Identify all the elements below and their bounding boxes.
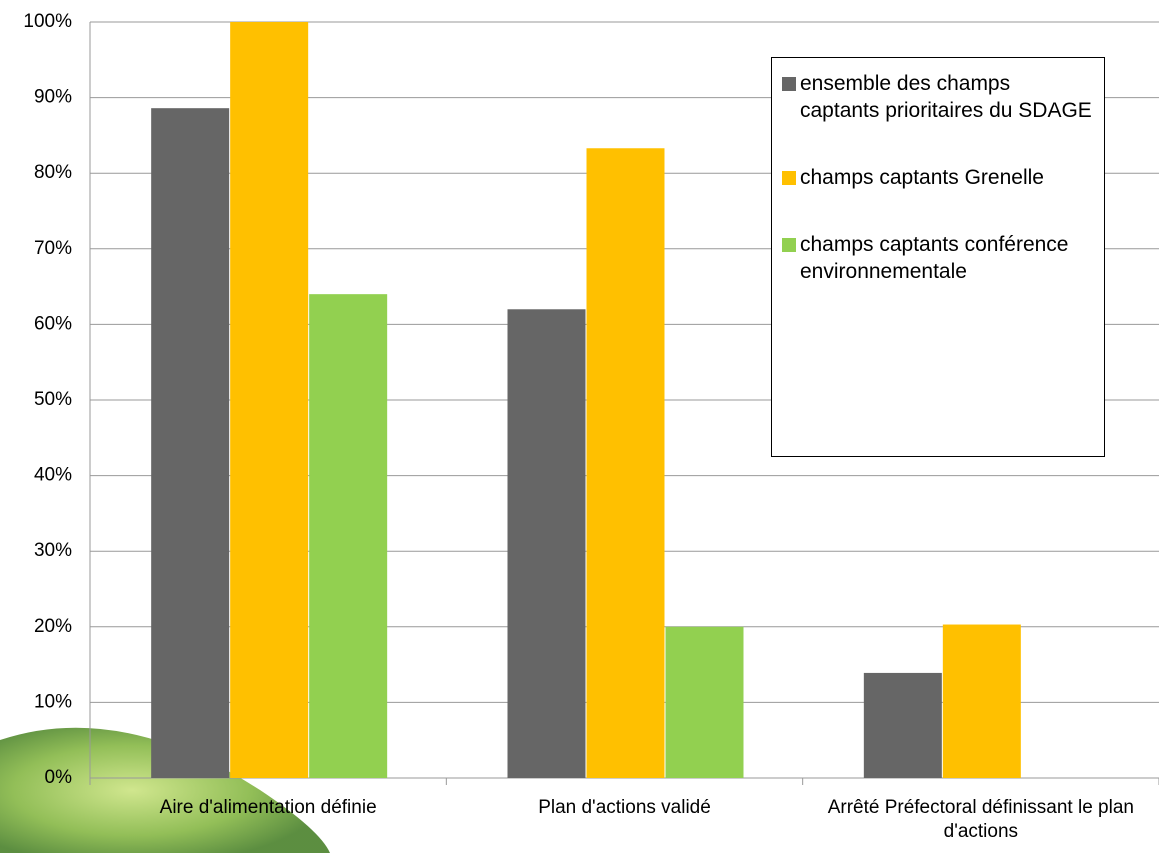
y-tick-label: 40% [34, 465, 72, 486]
y-tick-label: 60% [34, 313, 72, 334]
bar [507, 309, 586, 778]
legend-swatch [782, 171, 796, 185]
bar [942, 624, 1021, 778]
y-tick-label: 20% [34, 616, 72, 637]
bar [665, 626, 744, 778]
bar [151, 108, 230, 778]
y-tick-label: 30% [34, 540, 72, 561]
bar [309, 294, 388, 778]
legend-swatch [782, 77, 796, 91]
y-tick-label: 100% [23, 11, 72, 32]
x-tick-label: Aire d'alimentation définie [159, 797, 377, 818]
legend-label: champs captants conférence environnement… [800, 233, 1069, 283]
legend: ensemble des champs captants prioritaire… [771, 57, 1105, 457]
y-tick-label: 50% [34, 389, 72, 410]
legend-item: champs captants conférence environnement… [782, 231, 1094, 285]
bar [586, 148, 665, 778]
y-tick-label: 90% [34, 87, 72, 108]
legend-item: champs captants Grenelle [782, 164, 1094, 191]
legend-item: ensemble des champs captants prioritaire… [782, 70, 1094, 124]
bar [863, 672, 942, 778]
y-tick-label: 0% [45, 767, 73, 788]
legend-label: ensemble des champs captants prioritaire… [800, 72, 1092, 122]
y-tick-label: 10% [34, 691, 72, 712]
legend-label: champs captants Grenelle [800, 166, 1044, 189]
background-leaf [0, 727, 330, 853]
x-tick-label: Arrêté Préfectoral définissant le plan d… [827, 797, 1134, 842]
y-tick-label: 80% [34, 162, 72, 183]
x-tick-label: Plan d'actions validé [538, 797, 711, 818]
y-tick-label: 70% [34, 238, 72, 259]
bar [230, 22, 309, 778]
legend-swatch [782, 238, 796, 252]
